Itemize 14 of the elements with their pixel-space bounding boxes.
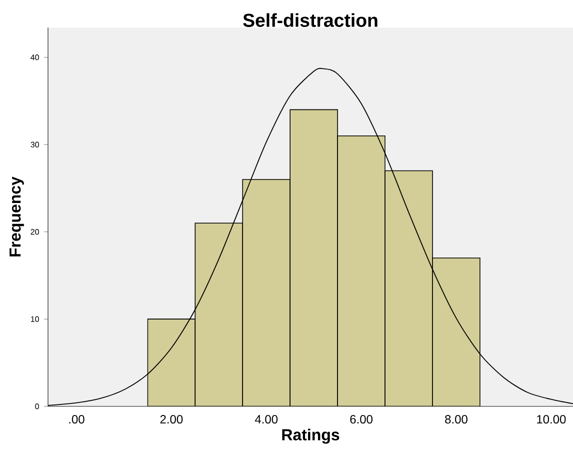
y-tick-label: 20 bbox=[30, 229, 39, 235]
y-tick-label: 10 bbox=[31, 316, 39, 322]
x-tick-label: 4.00 bbox=[254, 415, 278, 424]
chart-title: Self-distraction bbox=[243, 13, 378, 27]
x-tick-label: 8.00 bbox=[445, 415, 468, 424]
y-axis-title: Frequency bbox=[10, 176, 24, 256]
x-axis-title: Ratings bbox=[282, 428, 340, 444]
x-tick-label: .00 bbox=[69, 415, 84, 424]
y-tick-label: 30 bbox=[30, 142, 39, 148]
y-tick-label: 0 bbox=[35, 404, 39, 410]
x-tick-label: 6.00 bbox=[350, 415, 373, 424]
x-tick-label: 10.00 bbox=[537, 415, 566, 424]
x-tick-label: 2.00 bbox=[160, 415, 183, 424]
y-tick-label: 40 bbox=[30, 54, 39, 60]
